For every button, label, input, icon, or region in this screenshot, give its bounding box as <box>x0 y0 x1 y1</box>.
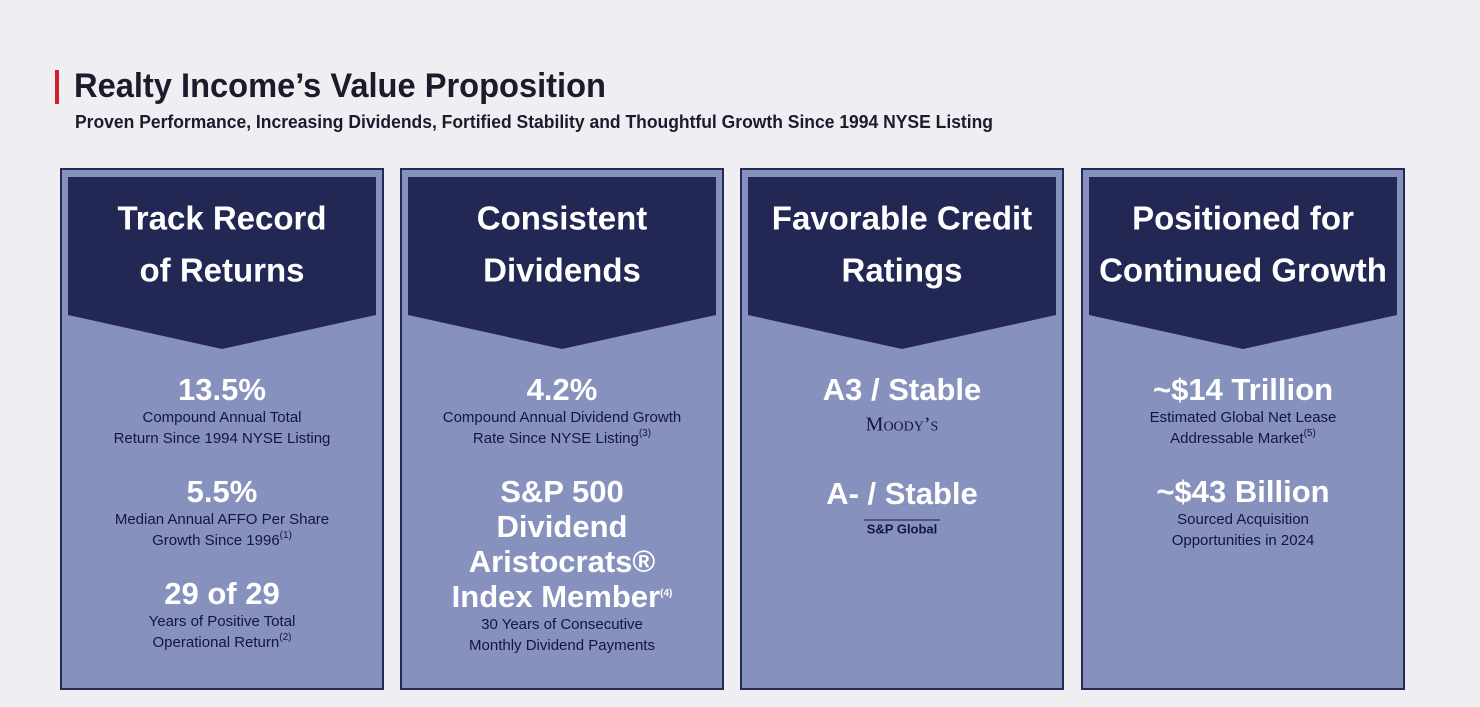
accent-bar <box>55 70 59 104</box>
pillar-heading: Positioned for <box>1132 200 1354 237</box>
metric-description: 30 Years of Consecutive <box>481 616 643 633</box>
rating-agency: S&P Global <box>867 521 938 536</box>
pillar-heading: Track Record <box>117 200 326 237</box>
pillar-heading: Ratings <box>841 252 962 289</box>
metric-description: Rate Since NYSE Listing(3) <box>473 428 651 447</box>
metric-description: Years of Positive Total <box>149 613 296 630</box>
metric-description: Return Since 1994 NYSE Listing <box>114 430 331 447</box>
subtitle: Proven Performance, Increasing Dividends… <box>75 112 993 132</box>
metric-value: Aristocrats® <box>469 544 656 579</box>
metric-value: A- / Stable <box>826 476 978 511</box>
pillar-header-shape <box>1089 177 1397 349</box>
metric-description: Median Annual AFFO Per Share <box>115 511 329 528</box>
metric-value: 13.5% <box>178 372 266 407</box>
pillar-heading: Continued Growth <box>1099 252 1387 289</box>
footnote-ref: (5) <box>1304 428 1316 439</box>
metric-description: Sourced Acquisition <box>1177 511 1309 528</box>
pillar-heading: Favorable Credit <box>772 200 1032 237</box>
metric-value: ~$14 Trillion <box>1153 372 1333 407</box>
pillar: Positioned for Continued Growth ~$14 Trill… <box>1081 168 1405 690</box>
metric-value: Index Member(4) <box>452 579 673 614</box>
metric-description: Compound Annual Dividend Growth <box>443 409 681 426</box>
pillar-header-shape <box>748 177 1056 349</box>
metric-value: S&P 500 <box>500 474 624 509</box>
metric-description: Compound Annual Total <box>142 409 301 426</box>
metric-value: A3 / Stable <box>823 372 982 407</box>
pillar-heading: Consistent <box>477 200 648 237</box>
metric-description: Monthly Dividend Payments <box>469 637 655 654</box>
pillar-heading: Dividends <box>483 252 641 289</box>
footnote-ref: (2) <box>279 632 291 643</box>
metric-description: Addressable Market(5) <box>1170 428 1316 447</box>
metric-description: Operational Return(2) <box>153 632 292 651</box>
pillar: Track Record of Returns 13.5% Compound Annu… <box>60 168 384 690</box>
pillar: Favorable Credit Ratings A3 / Stable Moody’… <box>740 168 1064 690</box>
metric-description: Estimated Global Net Lease <box>1150 409 1337 426</box>
pillar: Consistent Dividends 4.2% Compound Annual D… <box>400 168 724 690</box>
metric-value: Dividend <box>497 509 628 544</box>
pillar-heading: of Returns <box>140 252 305 289</box>
metric-description: Opportunities in 2024 <box>1172 532 1315 549</box>
metric-value: 29 of 29 <box>164 576 279 611</box>
footnote-ref: (4) <box>660 588 672 599</box>
footnote-ref: (3) <box>639 428 651 439</box>
metric-value: ~$43 Billion <box>1156 474 1329 509</box>
metric-value: 5.5% <box>187 474 258 509</box>
footnote-ref: (1) <box>280 530 292 541</box>
rating-agency: Moody’s <box>866 414 939 436</box>
pillar-header-shape <box>408 177 716 349</box>
metric-value: 4.2% <box>527 372 598 407</box>
title: Realty Income’s Value Proposition <box>74 67 606 105</box>
metric-description: Growth Since 1996(1) <box>152 530 292 549</box>
pillar-header-shape <box>68 177 376 349</box>
